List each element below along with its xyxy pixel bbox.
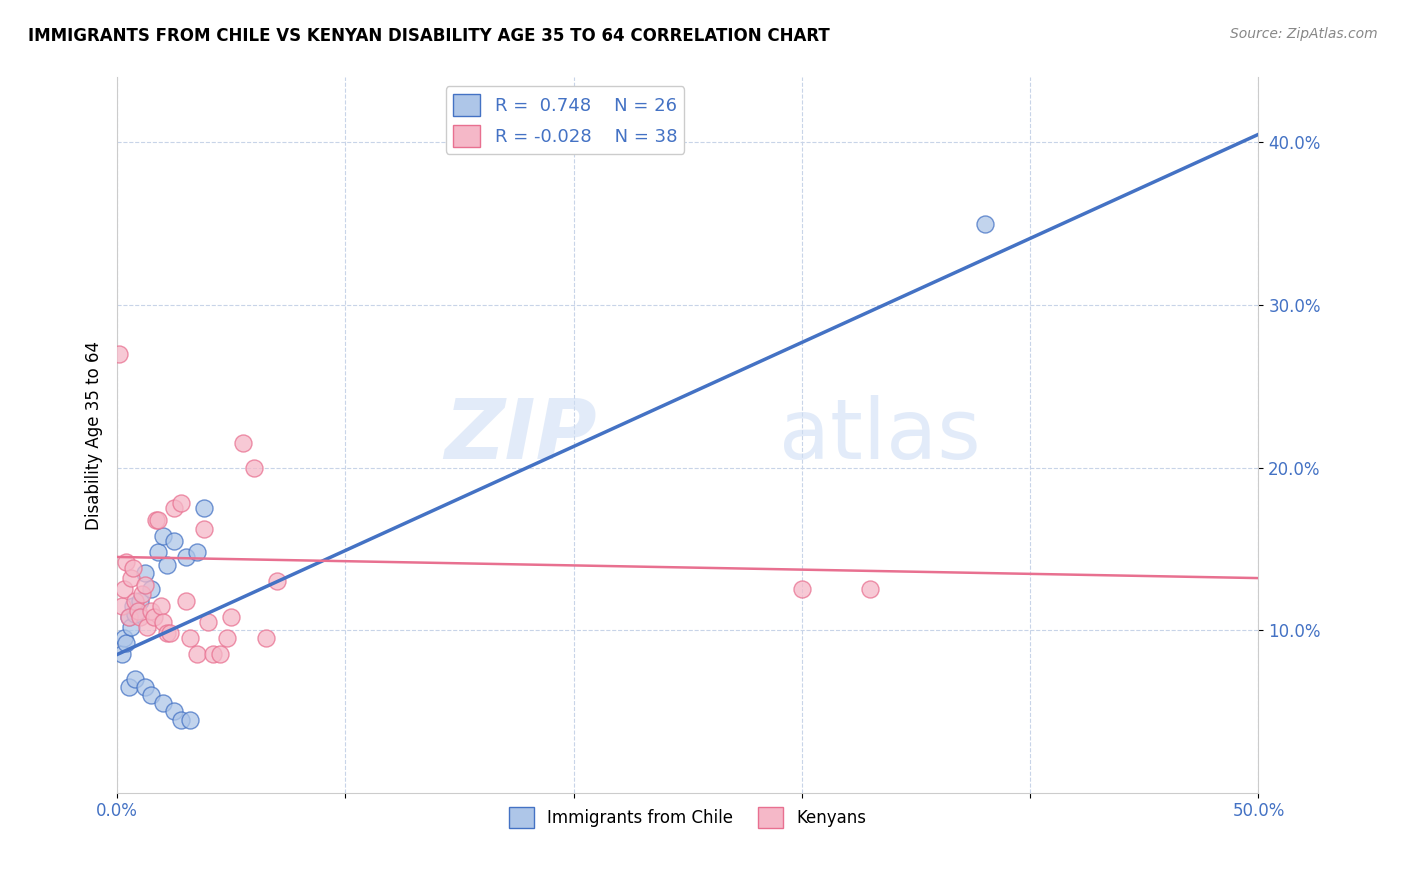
Point xyxy=(221,610,243,624)
Text: ZIP: ZIP xyxy=(444,394,596,475)
Point xyxy=(163,533,186,548)
Point xyxy=(790,582,813,597)
Point xyxy=(127,604,149,618)
Point xyxy=(115,636,138,650)
Point xyxy=(141,582,163,597)
Point xyxy=(111,599,134,613)
Point xyxy=(193,522,215,536)
Point xyxy=(156,558,179,573)
Point xyxy=(186,648,208,662)
Point xyxy=(179,632,201,646)
Point xyxy=(111,648,134,662)
Point xyxy=(115,555,138,569)
Point xyxy=(112,582,135,597)
Point xyxy=(148,512,170,526)
Text: Source: ZipAtlas.com: Source: ZipAtlas.com xyxy=(1230,27,1378,41)
Point xyxy=(174,549,197,564)
Point xyxy=(120,571,142,585)
Point xyxy=(973,217,995,231)
Point xyxy=(124,607,146,621)
Point xyxy=(202,648,225,662)
Point xyxy=(243,460,266,475)
Point xyxy=(122,561,145,575)
Point xyxy=(193,501,215,516)
Point xyxy=(131,587,153,601)
Y-axis label: Disability Age 35 to 64: Disability Age 35 to 64 xyxy=(86,341,103,530)
Point xyxy=(108,347,131,361)
Point xyxy=(208,648,231,662)
Legend: Immigrants from Chile, Kenyans: Immigrants from Chile, Kenyans xyxy=(502,801,873,834)
Point xyxy=(129,610,152,624)
Point xyxy=(170,713,193,727)
Text: IMMIGRANTS FROM CHILE VS KENYAN DISABILITY AGE 35 TO 64 CORRELATION CHART: IMMIGRANTS FROM CHILE VS KENYAN DISABILI… xyxy=(28,27,830,45)
Point xyxy=(134,566,156,581)
Point xyxy=(163,705,186,719)
Point xyxy=(163,501,186,516)
Point xyxy=(152,529,174,543)
Point xyxy=(152,615,174,629)
Point xyxy=(112,632,135,646)
Point xyxy=(254,632,277,646)
Point xyxy=(134,680,156,694)
Text: atlas: atlas xyxy=(779,394,981,475)
Point xyxy=(179,713,201,727)
Point xyxy=(197,615,219,629)
Point xyxy=(148,545,170,559)
Point xyxy=(117,610,139,624)
Point xyxy=(186,545,208,559)
Point xyxy=(124,594,146,608)
Point xyxy=(134,577,156,591)
Point xyxy=(859,582,882,597)
Point xyxy=(174,594,197,608)
Point xyxy=(142,610,165,624)
Point xyxy=(266,574,288,589)
Point xyxy=(129,594,152,608)
Point xyxy=(149,599,172,613)
Point xyxy=(152,696,174,710)
Point xyxy=(141,688,163,702)
Point xyxy=(159,626,181,640)
Point xyxy=(141,604,163,618)
Point xyxy=(124,672,146,686)
Point xyxy=(117,610,139,624)
Point xyxy=(232,436,254,450)
Point xyxy=(117,680,139,694)
Point xyxy=(135,620,157,634)
Point xyxy=(170,496,193,510)
Point xyxy=(156,626,179,640)
Point xyxy=(122,599,145,613)
Point xyxy=(145,512,167,526)
Point xyxy=(120,620,142,634)
Point xyxy=(215,632,238,646)
